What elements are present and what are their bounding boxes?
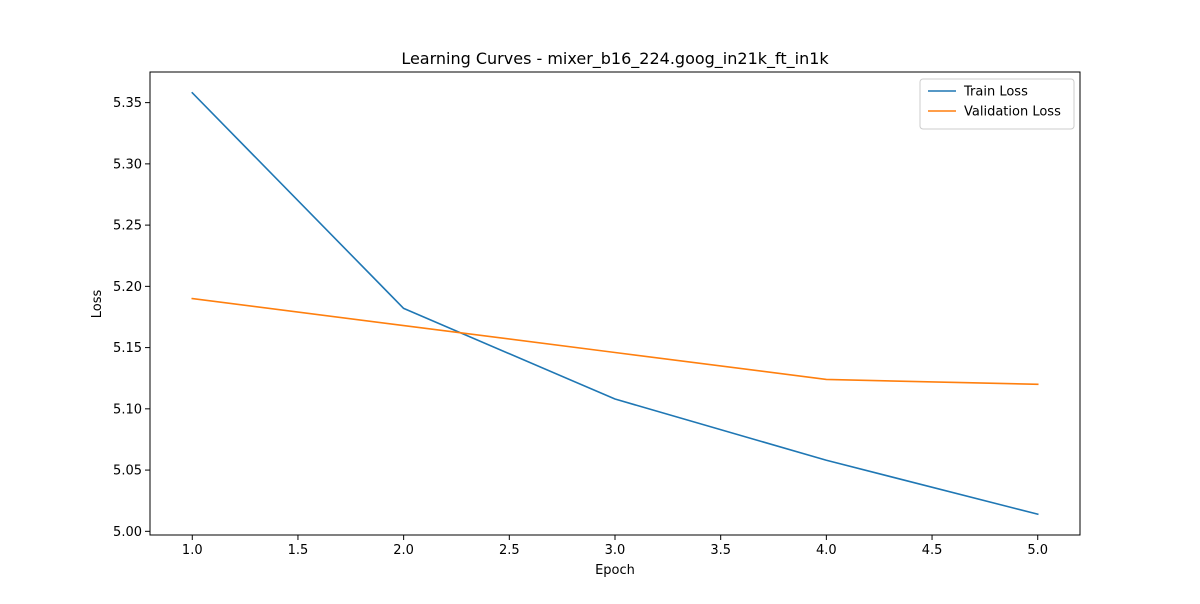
y-tick-label: 5.35 xyxy=(113,96,142,111)
chart-title: Learning Curves - mixer_b16_224.goog_in2… xyxy=(401,49,829,69)
series-line-train-loss xyxy=(191,91,1039,516)
x-axis-label: Epoch xyxy=(595,563,635,578)
y-tick-label: 5.25 xyxy=(113,219,142,234)
x-tick-label: 2.0 xyxy=(393,543,414,558)
series-line-validation-loss xyxy=(191,297,1039,386)
y-tick-label: 5.30 xyxy=(113,157,142,172)
y-tick-label: 5.00 xyxy=(113,525,142,540)
x-tick-label: 4.5 xyxy=(922,543,943,558)
x-tick-label: 4.0 xyxy=(816,543,837,558)
y-axis-label: Loss xyxy=(90,290,105,319)
legend-entry: Validation Loss xyxy=(964,105,1061,120)
y-tick-label: 5.20 xyxy=(113,280,142,295)
y-tick-label: 5.05 xyxy=(113,464,142,479)
legend-box xyxy=(919,78,1075,130)
y-tick-label: 5.10 xyxy=(113,402,142,417)
plot-area: 1.0 1.5 2.0 2.5 3.0 3.5 4.0 4.5 5.0 5.00 5.05 5.10 5… xyxy=(113,71,1081,558)
x-tick-label: 2.5 xyxy=(499,543,520,558)
y-tick-label: 5.15 xyxy=(113,341,142,356)
x-tick-label: 3.0 xyxy=(605,543,626,558)
legend-entry: Train Loss xyxy=(963,85,1028,100)
x-tick-label: 1.5 xyxy=(288,543,309,558)
x-tick-label: 3.5 xyxy=(710,543,731,558)
x-tick-label: 5.0 xyxy=(1027,543,1048,558)
x-tick-label: 1.0 xyxy=(182,543,203,558)
